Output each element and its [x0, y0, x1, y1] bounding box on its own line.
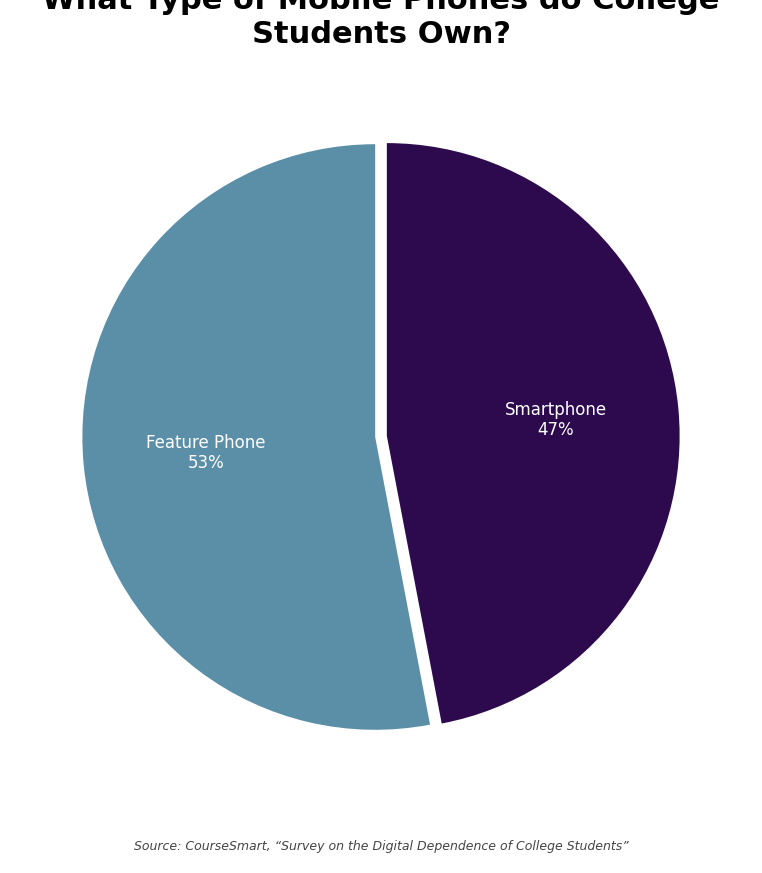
- Text: Smartphone
47%: Smartphone 47%: [505, 401, 607, 439]
- Text: Feature Phone
53%: Feature Phone 53%: [146, 434, 266, 472]
- Wedge shape: [387, 143, 680, 724]
- Title: What Type of Mobile Phones do College
Students Own?: What Type of Mobile Phones do College St…: [43, 0, 719, 49]
- Text: Source: CourseSmart, “Survey on the Digital Dependence of College Students”: Source: CourseSmart, “Survey on the Digi…: [133, 841, 629, 853]
- Wedge shape: [82, 144, 430, 730]
